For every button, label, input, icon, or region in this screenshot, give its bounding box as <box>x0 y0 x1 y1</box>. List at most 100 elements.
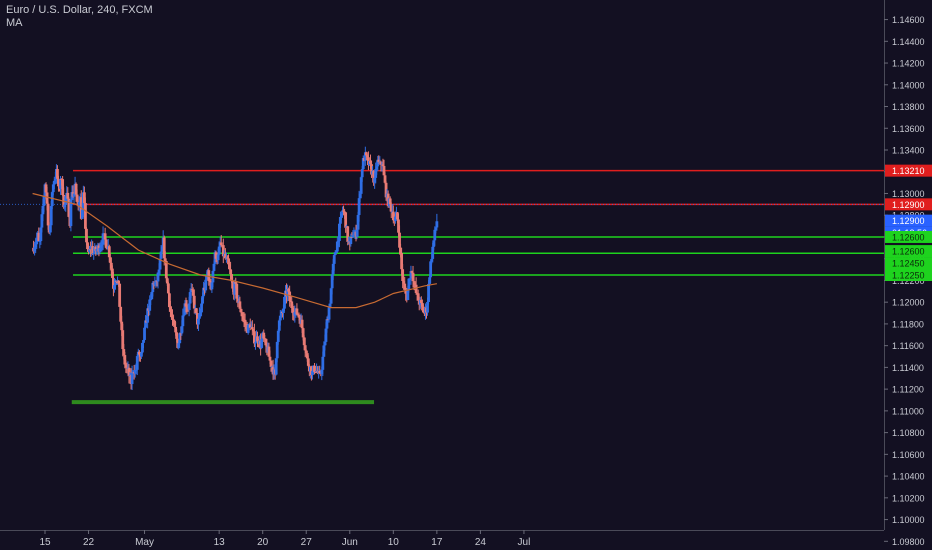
candle-body-286 <box>328 303 332 308</box>
candle-body-351 <box>396 212 399 220</box>
candle-body-137 <box>174 326 178 333</box>
candle-body-34 <box>67 198 71 217</box>
candle-body-202 <box>241 316 245 319</box>
y-tick-label-18: 1.11000 <box>892 406 924 416</box>
candle-body-385 <box>431 246 435 259</box>
candle-body-183 <box>221 245 225 257</box>
x-tick-label-10: Jul <box>518 537 531 548</box>
candle-body-261 <box>302 337 306 346</box>
candle-body-178 <box>216 254 220 261</box>
candle-body-211 <box>250 327 254 330</box>
y-tick-label-21: 1.10400 <box>892 472 925 482</box>
candle-body-66 <box>100 244 104 246</box>
candle-body-166 <box>204 279 208 291</box>
candle-body-65 <box>99 245 103 248</box>
candle-body-124 <box>160 246 164 252</box>
candle-body-172 <box>210 282 214 290</box>
candle-body-141 <box>178 333 182 344</box>
y-tick-label-22: 1.10200 <box>892 493 925 503</box>
candle-body-229 <box>269 360 273 367</box>
price-tag-label-6: 1.12450 <box>892 259 925 269</box>
candle-body-272 <box>314 371 317 373</box>
candle-body-110 <box>146 308 150 323</box>
candle-body-3 <box>35 237 39 245</box>
candle-body-382 <box>428 277 432 284</box>
candle-body-191 <box>230 274 233 282</box>
candle-body-9 <box>41 205 45 215</box>
candle-body-61 <box>95 249 99 251</box>
candle-body-42 <box>75 194 79 202</box>
candle-body-19 <box>51 184 55 193</box>
candle-body-181 <box>219 242 223 246</box>
candle-body-203 <box>242 318 246 320</box>
candle-body-117 <box>153 282 157 285</box>
candle-body-176 <box>214 252 218 259</box>
candle-body-241 <box>282 308 285 313</box>
price-tag-bg-4 <box>885 230 932 243</box>
price-tag-label-0: 1.13210 <box>892 166 925 176</box>
candle-body-47 <box>80 209 84 219</box>
y-tick-label-8: 1.13000 <box>892 189 925 199</box>
candle-body-301 <box>344 212 348 228</box>
y-tick-label-23: 1.10000 <box>892 515 925 525</box>
candle-body-16 <box>48 225 52 233</box>
chart-title: Euro / U.S. Dollar, 240, FXCM <box>6 4 153 16</box>
candle-body-1 <box>33 247 37 252</box>
candle-body-349 <box>393 216 397 222</box>
candle-body-86 <box>121 330 125 350</box>
candle-body-337 <box>381 164 385 166</box>
candle-body-17 <box>49 206 53 226</box>
candle-body-8 <box>40 214 44 228</box>
candle-body-112 <box>148 299 152 311</box>
candle-body-381 <box>427 283 430 303</box>
candle-body-298 <box>341 210 344 214</box>
candle-body-228 <box>268 356 272 361</box>
candle-body-365 <box>410 271 414 273</box>
indicator-label: MA <box>6 17 23 29</box>
candle-body-102 <box>137 351 141 355</box>
candle-body-69 <box>103 233 107 240</box>
candle-body-134 <box>171 316 174 320</box>
candle-body-280 <box>322 345 326 357</box>
candle-body-227 <box>267 346 271 357</box>
candle-body-389 <box>435 221 439 228</box>
candle-body-118 <box>154 280 158 283</box>
candle-body-6 <box>38 240 42 242</box>
y-tick-label-16: 1.11400 <box>892 363 924 373</box>
candle-body-185 <box>223 254 227 259</box>
candle-body-147 <box>184 303 188 307</box>
candle-body-145 <box>182 314 186 316</box>
y-tick-label-17: 1.11200 <box>892 385 924 395</box>
candle-body-164 <box>202 287 206 297</box>
candle-body-375 <box>420 302 424 307</box>
candle-body-157 <box>194 308 198 314</box>
candle-body-368 <box>413 282 417 285</box>
candle-body-300 <box>343 211 346 213</box>
candle-body-252 <box>293 312 297 316</box>
candle-body-325 <box>369 160 372 165</box>
candle-body-357 <box>402 281 406 284</box>
candle-body-216 <box>256 336 259 342</box>
candle-body-73 <box>107 246 111 258</box>
candle-body-345 <box>389 204 393 212</box>
candle-body-163 <box>201 296 204 304</box>
candle-body-289 <box>331 263 335 275</box>
candle-body-162 <box>200 303 203 313</box>
candle-body-284 <box>326 319 330 321</box>
candle-body-167 <box>205 276 209 280</box>
candle-body-222 <box>262 332 266 339</box>
candle-body-104 <box>140 352 143 357</box>
candle-body-333 <box>377 159 381 163</box>
candle-body-98 <box>133 369 137 374</box>
candle-body-366 <box>411 272 415 282</box>
candle-body-114 <box>150 292 154 300</box>
candle-body-143 <box>180 326 184 334</box>
x-tick-label-5: 27 <box>301 537 313 548</box>
candle-body-371 <box>416 293 420 301</box>
candle-body-106 <box>142 339 145 343</box>
candle-body-195 <box>234 282 238 284</box>
candle-body-30 <box>63 204 67 208</box>
candle-body-315 <box>358 193 362 199</box>
y-tick-label-6: 1.13400 <box>892 146 925 156</box>
